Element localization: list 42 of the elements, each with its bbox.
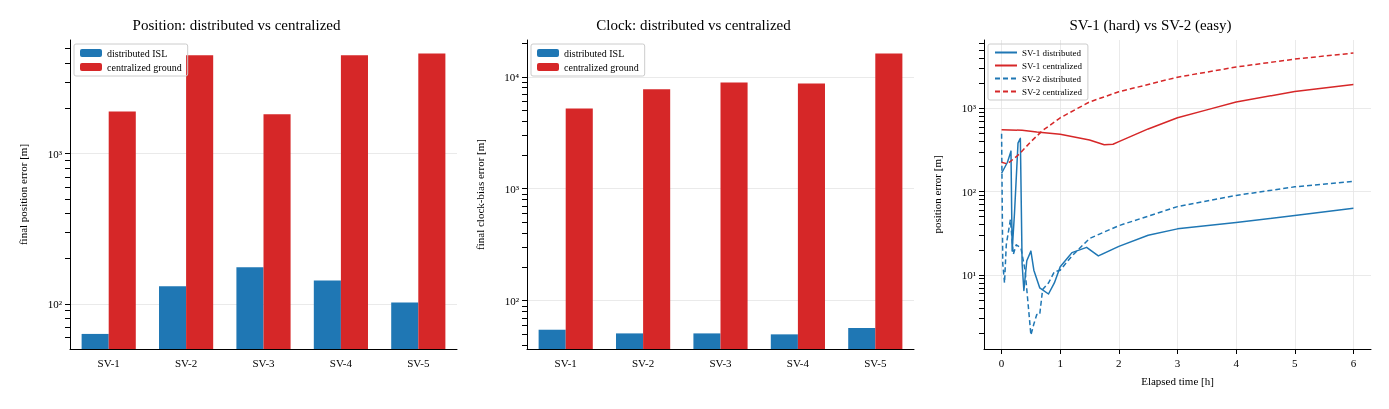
y-axis-title: final position error [m] bbox=[16, 143, 29, 246]
chart-title: Position: distributed vs centralized bbox=[132, 16, 341, 33]
legend-label: SV-1 centralized bbox=[1022, 60, 1083, 71]
legend-label: SV-2 centralized bbox=[1022, 86, 1083, 97]
y-tick-label: 10³ bbox=[504, 182, 520, 195]
x-tick-label: SV-3 bbox=[709, 356, 733, 369]
x-tick-label: 0 bbox=[998, 356, 1005, 369]
y-tick-label: 10² bbox=[961, 185, 977, 198]
x-tick-label: SV-4 bbox=[786, 356, 810, 369]
x-tick-label: 3 bbox=[1174, 356, 1181, 369]
line-series bbox=[1000, 132, 1355, 336]
y-axis-title: final clock-bias error [m] bbox=[473, 139, 486, 250]
y-tick-label: 10² bbox=[504, 294, 520, 307]
legend-label: SV-2 distributed bbox=[1022, 73, 1082, 84]
legend-label: centralized ground bbox=[107, 61, 182, 73]
legend-label: SV-1 distributed bbox=[1022, 47, 1082, 58]
chart-title: Clock: distributed vs centralized bbox=[596, 16, 792, 33]
line-series bbox=[1000, 52, 1355, 165]
x-tick-label: 6 bbox=[1350, 356, 1357, 369]
legend-label: centralized ground bbox=[564, 61, 639, 73]
x-tick-label: SV-2 bbox=[174, 356, 198, 369]
x-tick-label: 4 bbox=[1233, 356, 1240, 369]
y-tick-label: 10³ bbox=[961, 102, 977, 115]
x-tick-label: 2 bbox=[1116, 356, 1122, 369]
y-tick-label: 10¹ bbox=[961, 268, 976, 281]
x-tick-label: 5 bbox=[1292, 356, 1299, 369]
x-tick-label: SV-4 bbox=[329, 356, 353, 369]
x-axis-title: Elapsed time [h] bbox=[1141, 374, 1214, 387]
x-tick-label: SV-5 bbox=[864, 356, 887, 369]
y-tick-label: 10³ bbox=[47, 147, 63, 160]
x-tick-label: SV-2 bbox=[631, 356, 655, 369]
x-tick-label: SV-5 bbox=[407, 356, 430, 369]
y-tick-label: 10⁴ bbox=[504, 70, 520, 83]
x-tick-label: SV-1 bbox=[554, 356, 577, 369]
chart-title: SV-1 (hard) vs SV-2 (easy) bbox=[1069, 16, 1232, 34]
x-tick-label: SV-1 bbox=[97, 356, 120, 369]
y-axis-title: position error [m] bbox=[930, 155, 943, 234]
legend-label: distributed ISL bbox=[564, 47, 625, 59]
y-tick-label: 10² bbox=[47, 297, 63, 310]
x-tick-label: SV-3 bbox=[252, 356, 276, 369]
legend-label: distributed ISL bbox=[107, 47, 168, 59]
x-tick-label: 1 bbox=[1057, 356, 1063, 369]
